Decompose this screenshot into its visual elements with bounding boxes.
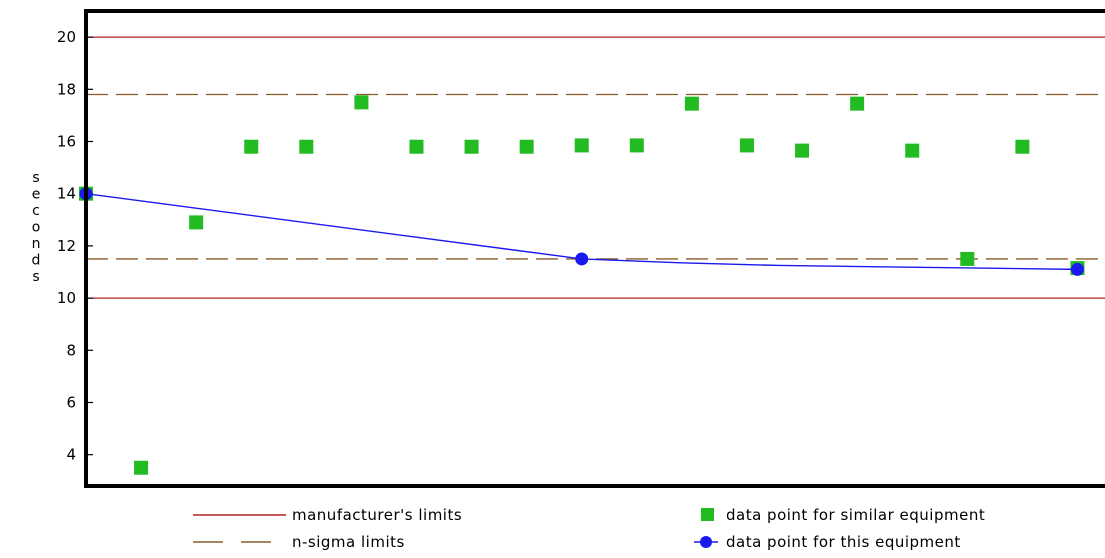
- similar-equipment-point: [189, 215, 204, 230]
- similar-equipment-point: [299, 139, 314, 154]
- this-equipment-point: [575, 252, 589, 266]
- similar-equipment-point: [574, 138, 589, 153]
- y-tick-label: 12: [57, 237, 76, 255]
- y-axis-label-char: s: [32, 269, 39, 285]
- similar-equipment-point: [684, 96, 699, 111]
- y-axis: 4 6 8 10 12 14 16 18 20: [57, 28, 93, 464]
- similar-equipment-point: [850, 96, 865, 111]
- legend: manufacturer's limits data point for simi…: [193, 506, 985, 551]
- legend-label: manufacturer's limits: [292, 506, 462, 524]
- y-tick-label: 6: [66, 393, 76, 411]
- y-tick-label: 8: [66, 341, 76, 359]
- this-equipment-point: [1070, 262, 1084, 276]
- series-layer: [79, 95, 1085, 475]
- legend-label: n-sigma limits: [292, 533, 405, 551]
- similar-equipment-point: [960, 251, 975, 266]
- similar-equipment-point: [629, 138, 644, 153]
- y-axis-label-char: d: [32, 253, 41, 269]
- plot-frame: [84, 9, 1105, 488]
- similar-equipment-point: [244, 139, 259, 154]
- similar-equipment-point: [409, 139, 424, 154]
- y-tick-label: 4: [66, 446, 76, 464]
- y-tick-label: 20: [57, 28, 76, 46]
- similar-equipment-point: [795, 143, 810, 158]
- y-tick-label: 14: [57, 185, 76, 203]
- y-tick-label: 10: [57, 289, 76, 307]
- y-tick-label: 16: [57, 132, 76, 150]
- similar-equipment-point: [134, 460, 149, 475]
- similar-equipment-point: [905, 143, 920, 158]
- similar-equipment-point: [464, 139, 479, 154]
- y-axis-label-char: n: [32, 236, 41, 252]
- y-tick-label: 18: [57, 80, 76, 98]
- similar-equipment-point: [739, 138, 754, 153]
- legend-symbol-circle: [700, 536, 712, 548]
- y-axis-label-char: s: [32, 170, 39, 186]
- similar-equipment-point: [1015, 139, 1030, 154]
- similar-equipment-point: [519, 139, 534, 154]
- similar-equipment-point: [354, 95, 369, 110]
- legend-symbol-square: [701, 508, 714, 521]
- legend-label: data point for this equipment: [726, 533, 961, 551]
- reference-lines: [86, 36, 1105, 299]
- legend-label: data point for similar equipment: [726, 506, 985, 524]
- y-axis-label-char: c: [32, 203, 40, 219]
- y-axis-label-char: e: [32, 187, 41, 203]
- y-axis-label-char: o: [32, 220, 41, 236]
